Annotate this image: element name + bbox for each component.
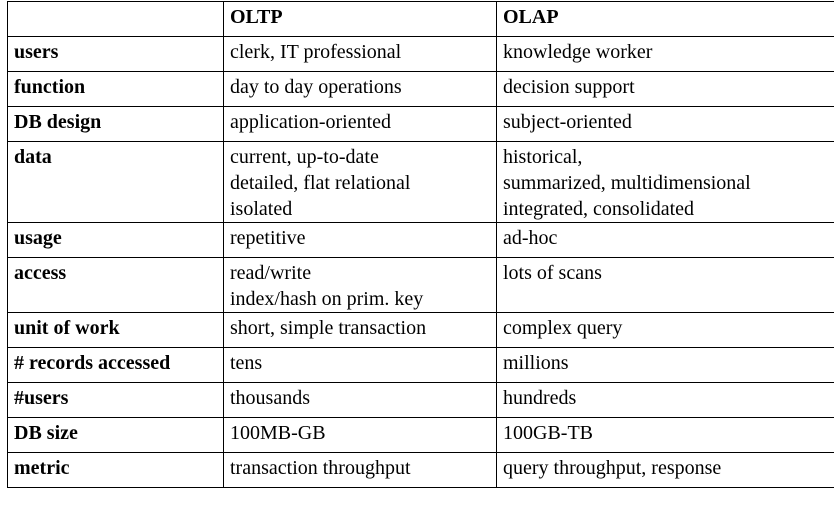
- olap-cell: decision support: [496, 71, 834, 107]
- olap-cell: complex query: [496, 312, 834, 348]
- olap-cell: query throughput, response: [496, 452, 834, 488]
- olap-cell: millions: [496, 347, 834, 383]
- table-row: DB design application-oriented subject-o…: [7, 106, 834, 142]
- oltp-cell: day to day operations: [223, 71, 497, 107]
- row-label: data: [7, 141, 224, 223]
- oltp-cell: tens: [223, 347, 497, 383]
- row-label: users: [7, 36, 224, 72]
- table-row: #users thousands hundreds: [7, 382, 834, 418]
- olap-cell: 100GB-TB: [496, 417, 834, 453]
- table-row: users clerk, IT professional knowledge w…: [7, 36, 834, 72]
- olap-cell: knowledge worker: [496, 36, 834, 72]
- table-row: # records accessed tens millions: [7, 347, 834, 383]
- olap-cell: ad-hoc: [496, 222, 834, 258]
- table-row: access read/write index/hash on prim. ke…: [7, 257, 834, 313]
- table-row: unit of work short, simple transaction c…: [7, 312, 834, 348]
- header-oltp: OLTP: [223, 1, 497, 37]
- oltp-cell: application-oriented: [223, 106, 497, 142]
- oltp-cell: transaction throughput: [223, 452, 497, 488]
- olap-cell: historical, summarized, multidimensional…: [496, 141, 834, 223]
- row-label: metric: [7, 452, 224, 488]
- table-row: metric transaction throughput query thro…: [7, 452, 834, 488]
- row-label: access: [7, 257, 224, 313]
- table-row: usage repetitive ad-hoc: [7, 222, 834, 258]
- oltp-cell: clerk, IT professional: [223, 36, 497, 72]
- header-olap: OLAP: [496, 1, 834, 37]
- olap-cell: subject-oriented: [496, 106, 834, 142]
- table-row: data current, up-to-date detailed, flat …: [7, 141, 834, 223]
- row-label: unit of work: [7, 312, 224, 348]
- row-label: function: [7, 71, 224, 107]
- olap-cell: hundreds: [496, 382, 834, 418]
- oltp-cell: 100MB-GB: [223, 417, 497, 453]
- table-row: function day to day operations decision …: [7, 71, 834, 107]
- row-label: # records accessed: [7, 347, 224, 383]
- row-label: usage: [7, 222, 224, 258]
- oltp-cell: thousands: [223, 382, 497, 418]
- comparison-table: OLTP OLAP users clerk, IT professional k…: [7, 1, 834, 488]
- oltp-cell: read/write index/hash on prim. key: [223, 257, 497, 313]
- oltp-cell: short, simple transaction: [223, 312, 497, 348]
- table-row: DB size 100MB-GB 100GB-TB: [7, 417, 834, 453]
- row-label: #users: [7, 382, 224, 418]
- olap-cell: lots of scans: [496, 257, 834, 313]
- row-label: DB design: [7, 106, 224, 142]
- header-row: OLTP OLAP: [7, 1, 834, 37]
- oltp-cell: repetitive: [223, 222, 497, 258]
- oltp-cell: current, up-to-date detailed, flat relat…: [223, 141, 497, 223]
- header-blank-cell: [7, 1, 224, 37]
- row-label: DB size: [7, 417, 224, 453]
